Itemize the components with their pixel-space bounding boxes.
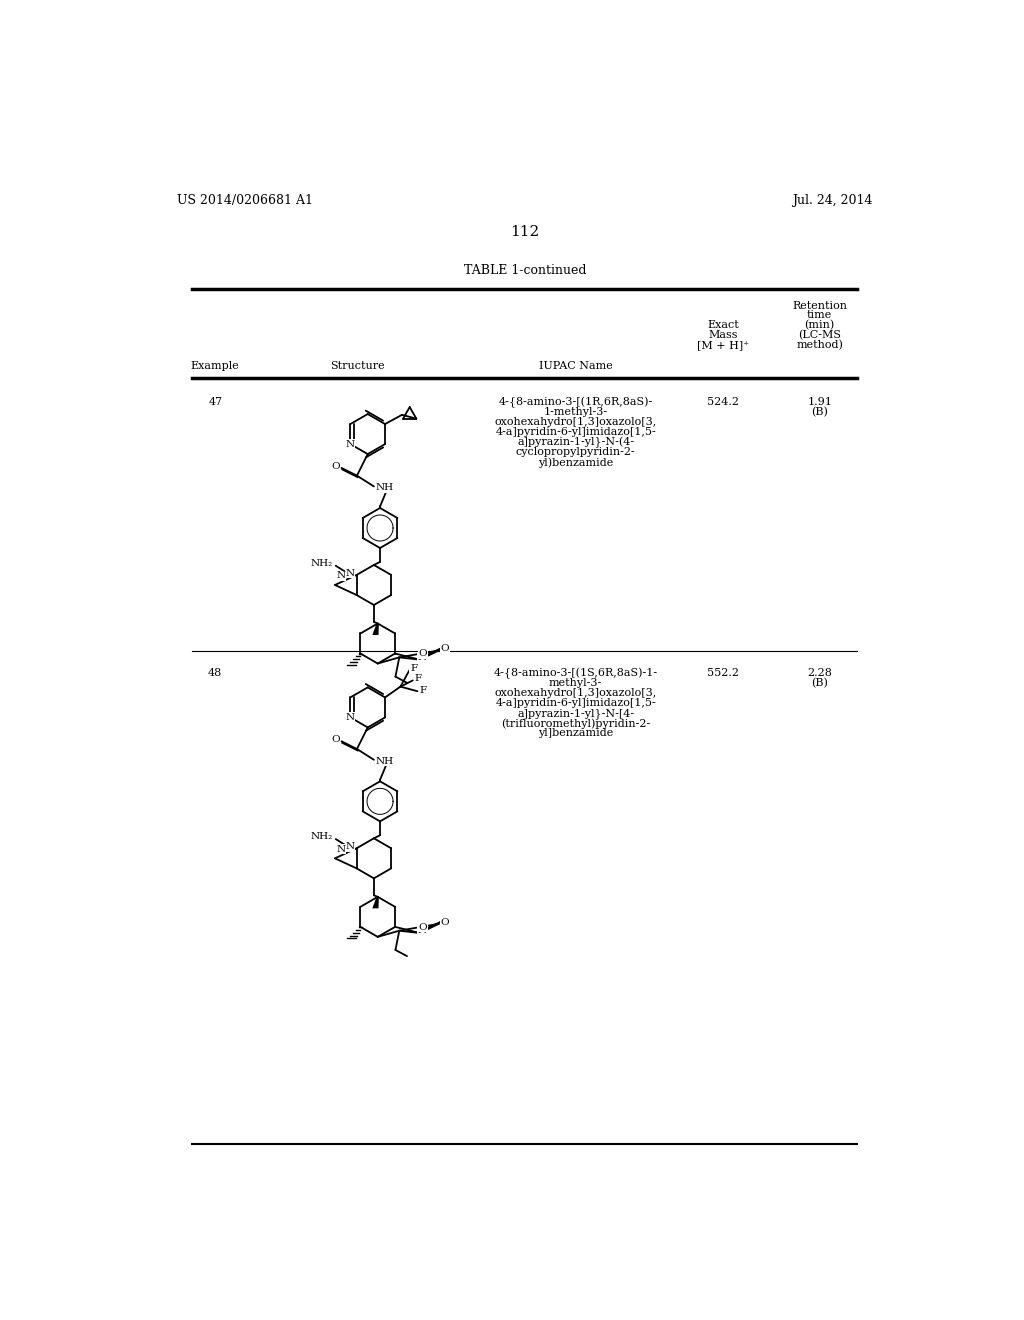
Text: NH: NH xyxy=(376,483,393,492)
Text: 4-a]pyridin-6-yl]imidazo[1,5-: 4-a]pyridin-6-yl]imidazo[1,5- xyxy=(496,428,656,437)
Text: [M + H]⁺: [M + H]⁺ xyxy=(697,341,750,351)
Text: Jul. 24, 2014: Jul. 24, 2014 xyxy=(793,194,872,207)
Text: 2.28: 2.28 xyxy=(807,668,833,678)
Text: method): method) xyxy=(797,341,843,351)
Text: O: O xyxy=(331,462,340,471)
Text: 552.2: 552.2 xyxy=(708,668,739,678)
Text: N: N xyxy=(346,569,355,578)
Text: yl)benzamide: yl)benzamide xyxy=(538,457,613,467)
Text: 1.91: 1.91 xyxy=(807,397,833,407)
Text: (B): (B) xyxy=(811,407,828,417)
Text: O: O xyxy=(331,735,340,744)
Text: N: N xyxy=(346,842,355,851)
Text: Structure: Structure xyxy=(331,362,385,371)
Text: F: F xyxy=(419,686,426,694)
Text: N: N xyxy=(418,927,427,935)
Text: Example: Example xyxy=(190,362,240,371)
Text: O: O xyxy=(440,917,450,927)
Text: 112: 112 xyxy=(510,224,540,239)
Text: NH₂: NH₂ xyxy=(310,833,333,841)
Text: Mass: Mass xyxy=(709,330,738,341)
Text: cyclopropylpyridin-2-: cyclopropylpyridin-2- xyxy=(516,447,636,457)
Text: 47: 47 xyxy=(208,397,222,407)
Text: 1-methyl-3-: 1-methyl-3- xyxy=(544,407,607,417)
Text: oxohexahydro[1,3]oxazolo[3,: oxohexahydro[1,3]oxazolo[3, xyxy=(495,688,656,698)
Text: N: N xyxy=(337,845,346,854)
Text: N: N xyxy=(346,440,355,449)
Text: a]pyrazin-1-yl}-N-(4-: a]pyrazin-1-yl}-N-(4- xyxy=(517,437,634,449)
Text: methyl-3-: methyl-3- xyxy=(549,678,602,688)
Text: IUPAC Name: IUPAC Name xyxy=(539,362,612,371)
Text: US 2014/0206681 A1: US 2014/0206681 A1 xyxy=(177,194,312,207)
Text: N: N xyxy=(337,572,346,581)
Text: O: O xyxy=(419,923,427,932)
Text: (min): (min) xyxy=(805,321,835,330)
Text: Exact: Exact xyxy=(708,321,739,330)
Text: yl]benzamide: yl]benzamide xyxy=(538,729,613,738)
Text: F: F xyxy=(415,675,422,684)
Text: O: O xyxy=(419,649,427,659)
Text: N: N xyxy=(418,653,427,661)
Text: N: N xyxy=(346,713,355,722)
Text: TABLE 1-continued: TABLE 1-continued xyxy=(464,264,586,277)
Text: (LC-MS: (LC-MS xyxy=(799,330,841,341)
Text: time: time xyxy=(807,310,833,321)
Text: 4-{8-amino-3-[(1S,6R,8aS)-1-: 4-{8-amino-3-[(1S,6R,8aS)-1- xyxy=(494,668,657,680)
Text: 524.2: 524.2 xyxy=(708,397,739,407)
Text: Retention: Retention xyxy=(793,301,847,312)
Text: oxohexahydro[1,3]oxazolo[3,: oxohexahydro[1,3]oxazolo[3, xyxy=(495,417,656,428)
Text: 4-a]pyridin-6-yl]imidazo[1,5-: 4-a]pyridin-6-yl]imidazo[1,5- xyxy=(496,698,656,708)
Polygon shape xyxy=(373,623,379,635)
Polygon shape xyxy=(373,896,379,908)
Text: 48: 48 xyxy=(208,668,222,678)
Text: (B): (B) xyxy=(811,678,828,689)
Text: (trifluoromethyl)pyridin-2-: (trifluoromethyl)pyridin-2- xyxy=(501,718,650,729)
Text: NH₂: NH₂ xyxy=(310,558,333,568)
Text: NH: NH xyxy=(376,756,393,766)
Text: 4-{8-amino-3-[(1R,6R,8aS)-: 4-{8-amino-3-[(1R,6R,8aS)- xyxy=(499,397,652,408)
Text: F: F xyxy=(410,664,417,673)
Text: a]pyrazin-1-yl}-N-[4-: a]pyrazin-1-yl}-N-[4- xyxy=(517,708,634,719)
Text: O: O xyxy=(440,644,450,653)
